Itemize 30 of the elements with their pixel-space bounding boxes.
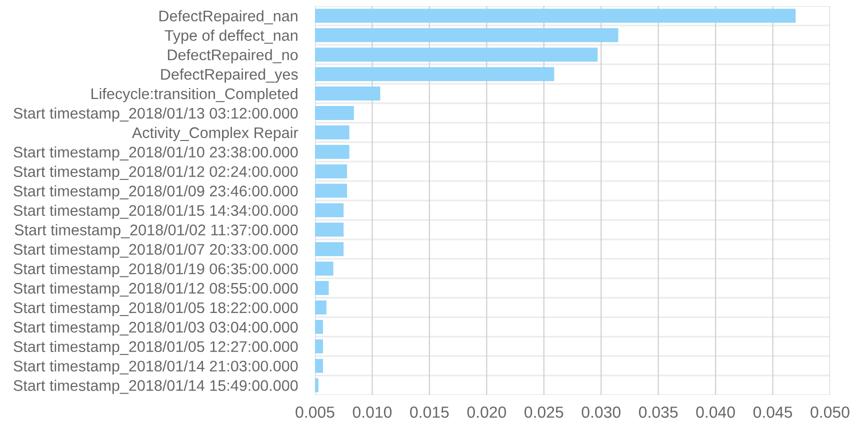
y-tick-label: Start timestamp_2018/01/12 08:55:00.000: [14, 282, 298, 297]
x-tick-label: 0.035: [638, 406, 678, 418]
y-tick-label: Type of deffect_nan: [164, 30, 298, 44]
y-tick-label: DefectRepaired_yes: [161, 68, 298, 83]
y-tick-label: Start timestamp_2018/01/09 23:46:00.000: [14, 185, 298, 200]
y-tick-label: Start timestamp_2018/01/12 02:24:00.000: [14, 166, 298, 180]
x-tick-label: 0.020: [467, 406, 506, 418]
x-tick-label: 0.040: [696, 406, 735, 418]
y-tick-label: Start timestamp_2018/01/05 12:27:00.000: [14, 340, 298, 356]
y-tick-label: Start timestamp_2018/01/10 23:38:00.000: [14, 146, 298, 161]
y-tick-label: DefectRepaired_no: [168, 49, 298, 64]
y-tick-label: Start timestamp_2018/01/07 20:33:00.000: [14, 244, 298, 258]
y-tick-label: Start timestamp_2018/01/19 06:35:00.000: [14, 263, 298, 278]
y-tick-label: Start timestamp_2018/01/14 15:49:00.000: [14, 380, 298, 394]
y-tick-label: Start timestamp_2018/01/03 03:04:00.000: [14, 321, 298, 336]
y-tick-label: Start timestamp_2018/01/14 21:03:00.000: [14, 360, 298, 375]
x-tick-label: 0.010: [352, 406, 392, 418]
x-tick-label: 0.050: [810, 406, 850, 418]
x-tick-label: 0.045: [753, 406, 792, 418]
y-tick-label: Start timestamp_2018/01/13 03:12:00.000: [14, 107, 298, 122]
y-tick-label: Start timestamp_2018/01/05 18:22:00.000: [14, 302, 298, 316]
y-tick-label: Start timestamp_2018/01/02 11:37:00.000: [14, 224, 298, 238]
y-tick-label: DefectRepaired_nan: [159, 10, 298, 24]
x-tick-label: 0.025: [524, 406, 564, 418]
y-tick-label: Activity_Complex Repair: [132, 126, 298, 142]
x-tick-label: 0.030: [582, 406, 620, 418]
y-tick-label: Start timestamp_2018/01/15 14:34:00.000: [14, 204, 298, 219]
x-tick-label: 0.005: [296, 406, 334, 418]
x-tick-label: 0.015: [410, 406, 449, 418]
y-tick-label: Lifecycle:transition_Completed: [92, 88, 298, 102]
